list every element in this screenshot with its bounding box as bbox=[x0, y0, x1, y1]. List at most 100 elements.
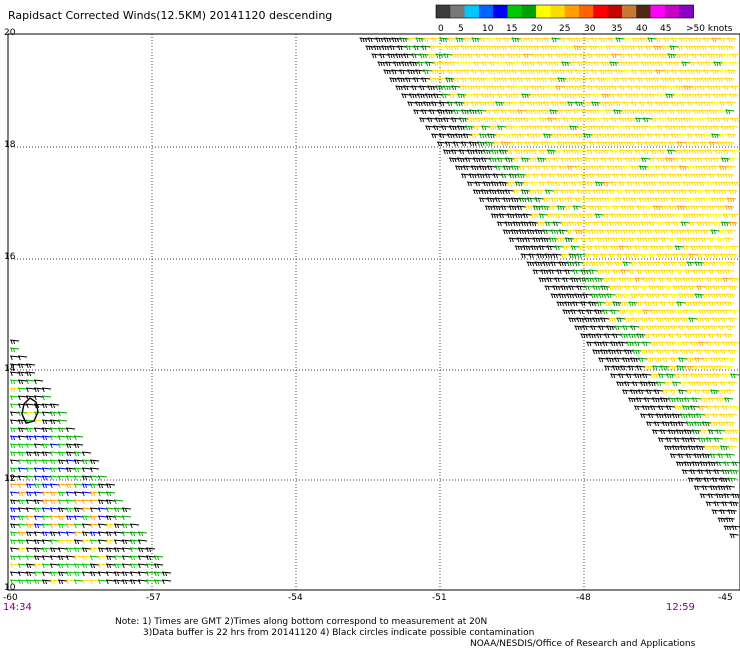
wind-barb bbox=[129, 563, 140, 569]
wind-barb bbox=[457, 125, 467, 131]
wind-barb bbox=[696, 221, 706, 227]
wind-barb bbox=[65, 523, 76, 529]
wind-barb bbox=[57, 547, 68, 553]
wind-barb bbox=[655, 413, 666, 419]
wind-barb bbox=[33, 555, 44, 561]
wind-barb bbox=[589, 77, 599, 83]
wind-barb bbox=[608, 317, 618, 323]
wind-barb bbox=[594, 213, 604, 219]
wind-barb bbox=[539, 149, 549, 155]
wind-barb bbox=[705, 437, 715, 443]
wind-barb bbox=[587, 149, 597, 155]
wind-barb bbox=[725, 421, 736, 427]
wind-barb bbox=[679, 101, 689, 107]
wind-barb bbox=[513, 61, 523, 67]
wind-barb bbox=[729, 533, 739, 539]
wind-barb bbox=[669, 141, 679, 147]
wind-barb bbox=[650, 373, 660, 379]
wind-barb bbox=[540, 269, 550, 275]
wind-barb bbox=[576, 253, 586, 259]
wind-barb bbox=[17, 467, 28, 473]
wind-barb bbox=[710, 325, 720, 331]
wind-barb bbox=[614, 229, 624, 235]
wind-barb bbox=[577, 61, 587, 67]
wind-barb bbox=[673, 125, 683, 131]
wind-barb bbox=[674, 277, 684, 283]
wind-barb bbox=[599, 69, 609, 75]
wind-barb bbox=[105, 547, 116, 553]
wind-barb bbox=[499, 53, 509, 59]
wind-barb bbox=[692, 205, 702, 211]
wind-barb bbox=[674, 181, 684, 187]
wind-barb bbox=[637, 109, 647, 115]
wind-barb bbox=[49, 563, 60, 569]
legend-label: 45 bbox=[660, 24, 671, 34]
wind-barb bbox=[572, 237, 582, 243]
wind-barb bbox=[702, 197, 712, 203]
wind-barb bbox=[57, 451, 68, 457]
wind-barb bbox=[552, 285, 562, 291]
wind-barb bbox=[113, 531, 124, 537]
wind-barb bbox=[445, 109, 455, 115]
wind-barb bbox=[41, 563, 52, 569]
wind-barb bbox=[628, 173, 639, 179]
wind-barb bbox=[657, 93, 667, 99]
wind-barb bbox=[510, 229, 520, 235]
legend-label: 0 bbox=[438, 24, 444, 34]
wind-barb bbox=[686, 293, 696, 299]
wind-barb bbox=[674, 373, 684, 379]
legend-label: 15 bbox=[506, 24, 517, 34]
wind-barb bbox=[696, 157, 707, 163]
wind-barb bbox=[695, 37, 705, 43]
wind-barb bbox=[675, 429, 686, 435]
legend-swatch bbox=[621, 5, 637, 18]
wind-barb bbox=[581, 141, 591, 147]
wind-barb bbox=[596, 269, 606, 275]
wind-barb bbox=[600, 189, 610, 195]
wind-barb bbox=[727, 413, 738, 419]
wind-barb bbox=[608, 189, 618, 195]
wind-barb bbox=[710, 229, 720, 235]
legend-label: 25 bbox=[559, 24, 570, 34]
wind-barb bbox=[715, 117, 725, 123]
wind-barb bbox=[409, 93, 419, 99]
wind-barb bbox=[721, 125, 731, 131]
wind-barb bbox=[601, 125, 611, 131]
wind-barb bbox=[514, 181, 524, 187]
wind-barb bbox=[707, 117, 717, 123]
wind-barb bbox=[89, 579, 100, 585]
wind-barb bbox=[703, 413, 714, 419]
wind-barb bbox=[25, 547, 36, 553]
wind-barb bbox=[423, 37, 433, 43]
wind-barb bbox=[514, 245, 524, 251]
wind-barb bbox=[693, 141, 703, 147]
wind-barb bbox=[433, 125, 443, 131]
legend-swatch bbox=[593, 5, 609, 18]
wind-barb bbox=[503, 133, 513, 139]
wind-barb bbox=[9, 411, 20, 417]
wind-barb bbox=[660, 237, 670, 243]
wind-barb bbox=[672, 157, 683, 163]
wind-barb bbox=[566, 165, 577, 171]
wind-barb bbox=[435, 117, 445, 123]
wind-barb bbox=[705, 61, 715, 67]
wind-barb bbox=[629, 141, 639, 147]
wind-barb bbox=[592, 189, 602, 195]
wind-barb bbox=[523, 53, 533, 59]
wind-barb bbox=[725, 45, 735, 51]
wind-barb bbox=[467, 149, 477, 155]
wind-barb bbox=[707, 85, 717, 91]
wind-barb bbox=[556, 269, 566, 275]
wind-barb bbox=[113, 555, 124, 561]
wind-barb bbox=[534, 197, 544, 203]
wind-barb bbox=[17, 515, 28, 521]
wind-barb bbox=[694, 357, 704, 363]
wind-barb bbox=[483, 85, 493, 91]
wind-barb bbox=[616, 349, 626, 355]
wind-barb bbox=[441, 61, 451, 67]
wind-barb bbox=[17, 483, 28, 489]
wind-barb bbox=[615, 37, 625, 43]
wind-barb bbox=[583, 69, 593, 75]
wind-barb bbox=[89, 515, 100, 521]
wind-barb bbox=[377, 61, 387, 67]
